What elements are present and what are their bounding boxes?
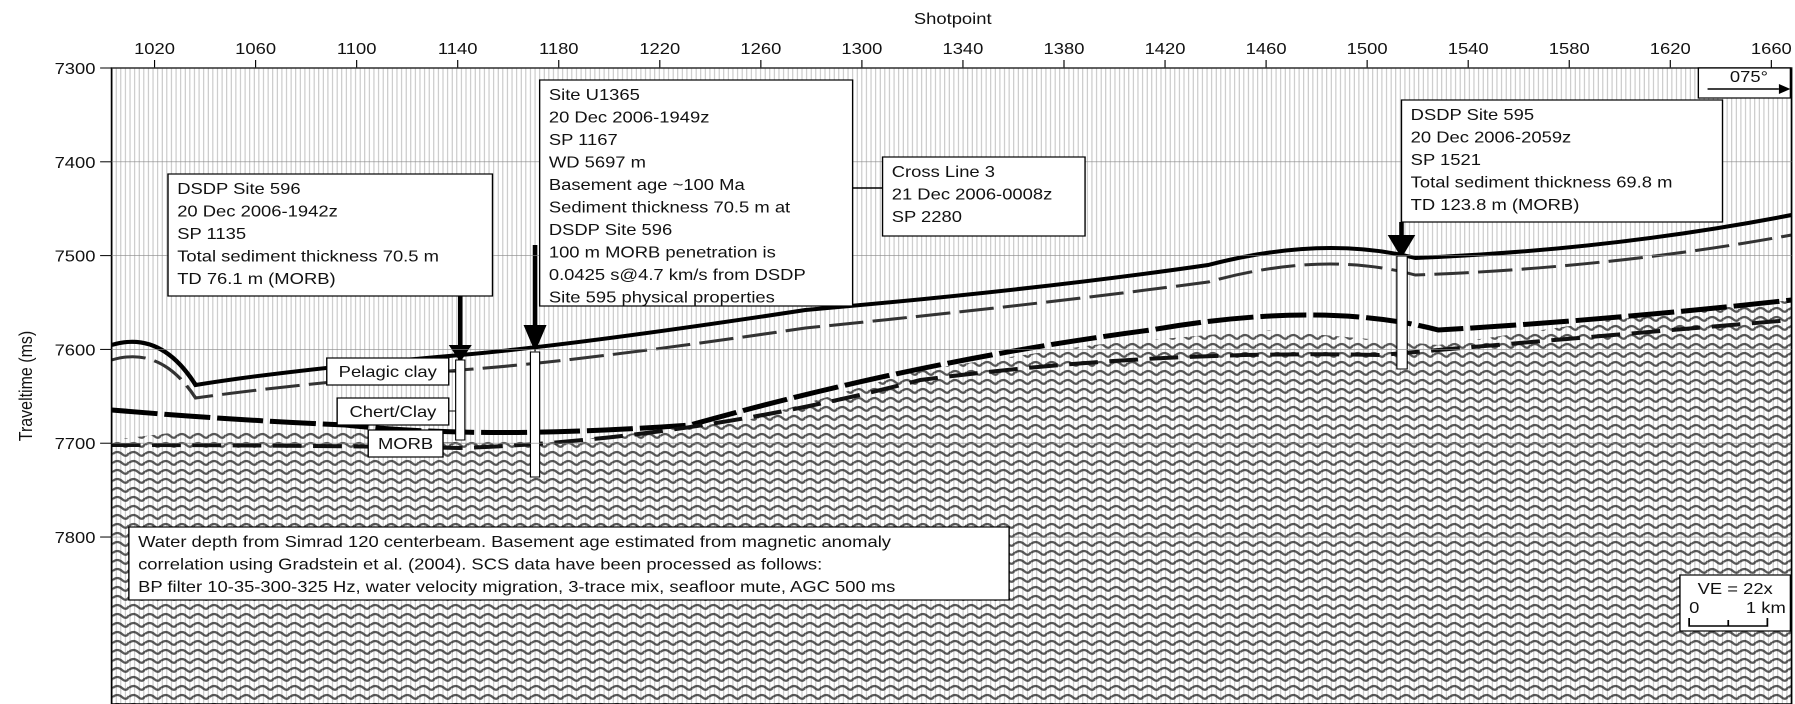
x-tick-label: 1260 bbox=[740, 39, 781, 58]
y-tick-label: 7700 bbox=[55, 434, 96, 453]
y-tick-label: 7500 bbox=[55, 247, 96, 266]
y-tick-label: 7800 bbox=[55, 528, 96, 547]
annotation-text: DSDP Site 595 bbox=[1411, 105, 1534, 124]
annotation-text: 20 Dec 2006-1949z bbox=[549, 108, 710, 127]
annotation-text: TD 76.1 m (MORB) bbox=[177, 269, 335, 288]
x-tick-label: 1100 bbox=[337, 39, 377, 58]
annotation-text: SP 1167 bbox=[549, 130, 618, 149]
x-tick-label: 1020 bbox=[134, 39, 175, 58]
x-tick-label: 1300 bbox=[841, 39, 882, 58]
x-tick-label: 1140 bbox=[438, 39, 478, 58]
unit-label: Pelagic clay bbox=[339, 362, 438, 381]
annotation-text: SP 1135 bbox=[177, 224, 246, 243]
scale-end: 1 km bbox=[1746, 598, 1786, 617]
unit-label: MORB bbox=[378, 434, 433, 453]
annotation-text: 20 Dec 2006-1942z bbox=[177, 202, 338, 221]
x-tick-label: 1580 bbox=[1549, 39, 1590, 58]
annotation-box bbox=[881, 156, 1086, 237]
annotation-text: WD 5697 m bbox=[549, 153, 646, 172]
annotation-text: Sediment thickness 70.5 m at bbox=[549, 198, 791, 217]
x-tick-label: 1660 bbox=[1751, 39, 1792, 58]
annotation-box bbox=[167, 173, 494, 297]
x-tick-label: 1540 bbox=[1448, 39, 1489, 58]
unit-box bbox=[336, 397, 450, 426]
annotation-box bbox=[128, 526, 1010, 601]
y-tick-label: 7300 bbox=[55, 59, 96, 78]
annotation-text: Site 595 physical properties bbox=[549, 288, 775, 307]
annotation-text: BP filter 10-35-300-325 Hz, water veloci… bbox=[138, 577, 895, 596]
annotation-text: correlation using Gradstein et al. (2004… bbox=[138, 555, 822, 574]
x-tick-label: 1500 bbox=[1347, 39, 1388, 58]
x-axis-title: Shotpoint bbox=[914, 9, 992, 28]
annotation-text: 21 Dec 2006-0008z bbox=[892, 185, 1053, 204]
unit-box bbox=[326, 357, 450, 386]
annotation-text: 100 m MORB penetration is bbox=[549, 243, 776, 262]
annotation-text: Basement age ~100 Ma bbox=[549, 175, 745, 194]
y-axis-title: Traveltime (ms) bbox=[15, 331, 36, 441]
x-tick-label: 1380 bbox=[1044, 39, 1085, 58]
annotation-text: 20 Dec 2006-2059z bbox=[1411, 128, 1572, 147]
x-tick-label: 1460 bbox=[1246, 39, 1287, 58]
annotation-text: Cross Line 3 bbox=[892, 162, 995, 181]
x-tick-label: 1420 bbox=[1145, 39, 1186, 58]
unit-box bbox=[367, 429, 444, 458]
annotation-text: Water depth from Simrad 120 centerbeam. … bbox=[138, 532, 891, 551]
y-tick-label: 7400 bbox=[55, 153, 96, 172]
x-tick-label: 1220 bbox=[639, 39, 680, 58]
scale-start: 0 bbox=[1689, 598, 1699, 617]
annotation-text: DSDP Site 596 bbox=[177, 179, 300, 198]
annotation-text: Total sediment thickness 70.5 m bbox=[177, 247, 439, 266]
x-tick-label: 1340 bbox=[942, 39, 983, 58]
x-tick-label: 1180 bbox=[539, 39, 579, 58]
scale-bar bbox=[1688, 618, 1769, 627]
annotation-text: DSDP Site 596 bbox=[549, 220, 672, 239]
annotation-text: TD 123.8 m (MORB) bbox=[1411, 195, 1580, 214]
scale-box bbox=[1679, 574, 1792, 632]
direction-label: 075° bbox=[1730, 67, 1768, 86]
annotation-text: SP 1521 bbox=[1411, 150, 1481, 169]
unit-label: Chert/Clay bbox=[349, 402, 436, 421]
annotation-text: Total sediment thickness 69.8 m bbox=[1411, 173, 1673, 192]
annotation-text: 0.0425 s@4.7 km/s from DSDP bbox=[549, 265, 806, 284]
annotation-box bbox=[538, 79, 854, 307]
direction-box bbox=[1697, 67, 1792, 99]
annotation-text: Site U1365 bbox=[549, 85, 640, 104]
annotation-text: SP 2280 bbox=[892, 207, 962, 226]
y-tick-label: 7600 bbox=[55, 341, 96, 360]
boreholes bbox=[442, 187, 1416, 478]
x-tick-label: 1620 bbox=[1650, 39, 1691, 58]
annotation-box bbox=[1400, 99, 1724, 223]
x-tick-label: 1060 bbox=[235, 39, 276, 58]
ve-label: VE = 22x bbox=[1698, 579, 1774, 598]
direction-arrowhead bbox=[1778, 84, 1791, 94]
